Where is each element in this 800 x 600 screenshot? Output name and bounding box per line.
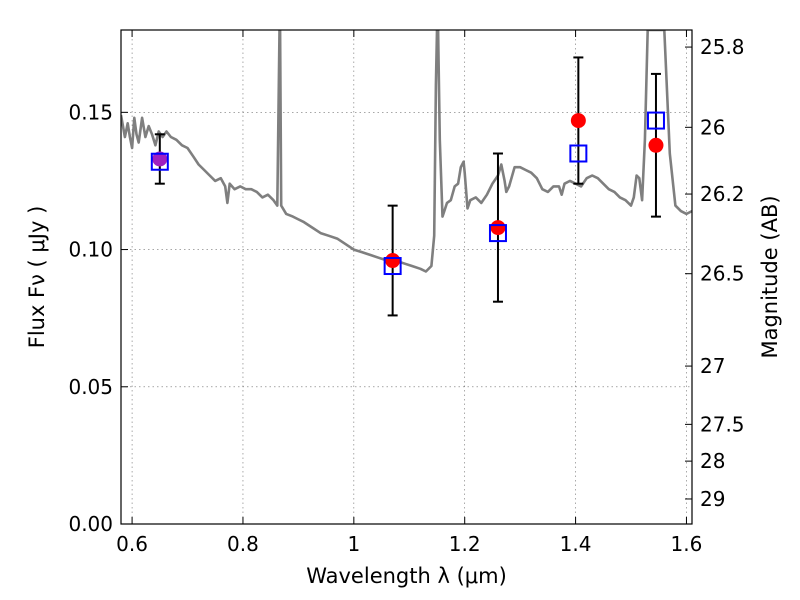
y2-tick-label: 26.2 (700, 182, 745, 206)
y2-tick-label: 25.8 (700, 35, 745, 59)
observed-point (385, 253, 401, 269)
model-point (383, 257, 402, 276)
observed-point (570, 113, 586, 129)
x-axis-label: Wavelength λ (μm) (306, 564, 507, 588)
y-axis-label: Flux Fν ( μJy ) (25, 206, 49, 349)
y-tick-label: 0.10 (68, 238, 113, 262)
x-tick-label: 0.8 (227, 532, 259, 556)
y-tick-label: 0.15 (68, 100, 113, 124)
x-tick-label: 1 (347, 532, 360, 556)
y2-axis-label: Magnitude (AB) (758, 195, 782, 358)
model-point (488, 224, 507, 243)
observed-point (152, 151, 168, 167)
y2-tick-label: 28 (700, 449, 725, 473)
x-tick-label: 1.2 (449, 532, 481, 556)
model-point (150, 152, 169, 171)
model-point (569, 144, 588, 163)
marker-layer (150, 56, 665, 317)
observed-point (490, 220, 506, 236)
x-tick-label: 1.4 (560, 532, 592, 556)
spectrum-layer (121, 30, 692, 273)
y2-tick-label: 26.5 (700, 262, 745, 286)
model-point (646, 111, 665, 130)
observed-point (648, 137, 664, 153)
y2-tick-label: 29 (700, 487, 725, 511)
x-tick-label: 1.6 (671, 532, 703, 556)
y2-tick-label: 27.5 (700, 412, 745, 436)
plot-frame (120, 29, 693, 525)
x-tick-label: 0.6 (116, 532, 148, 556)
y2-tick-label: 27 (700, 354, 725, 378)
model-spectrum-line (121, 30, 692, 273)
ticks: 0.6 0.8 1 1.2 1.4 1.6 0.00 0.05 0.10 0.15 25.8 26 26… (68, 30, 745, 556)
y-tick-label: 0.00 (68, 512, 113, 536)
y-tick-label: 0.05 (68, 375, 113, 399)
y2-tick-label: 26 (700, 115, 725, 139)
